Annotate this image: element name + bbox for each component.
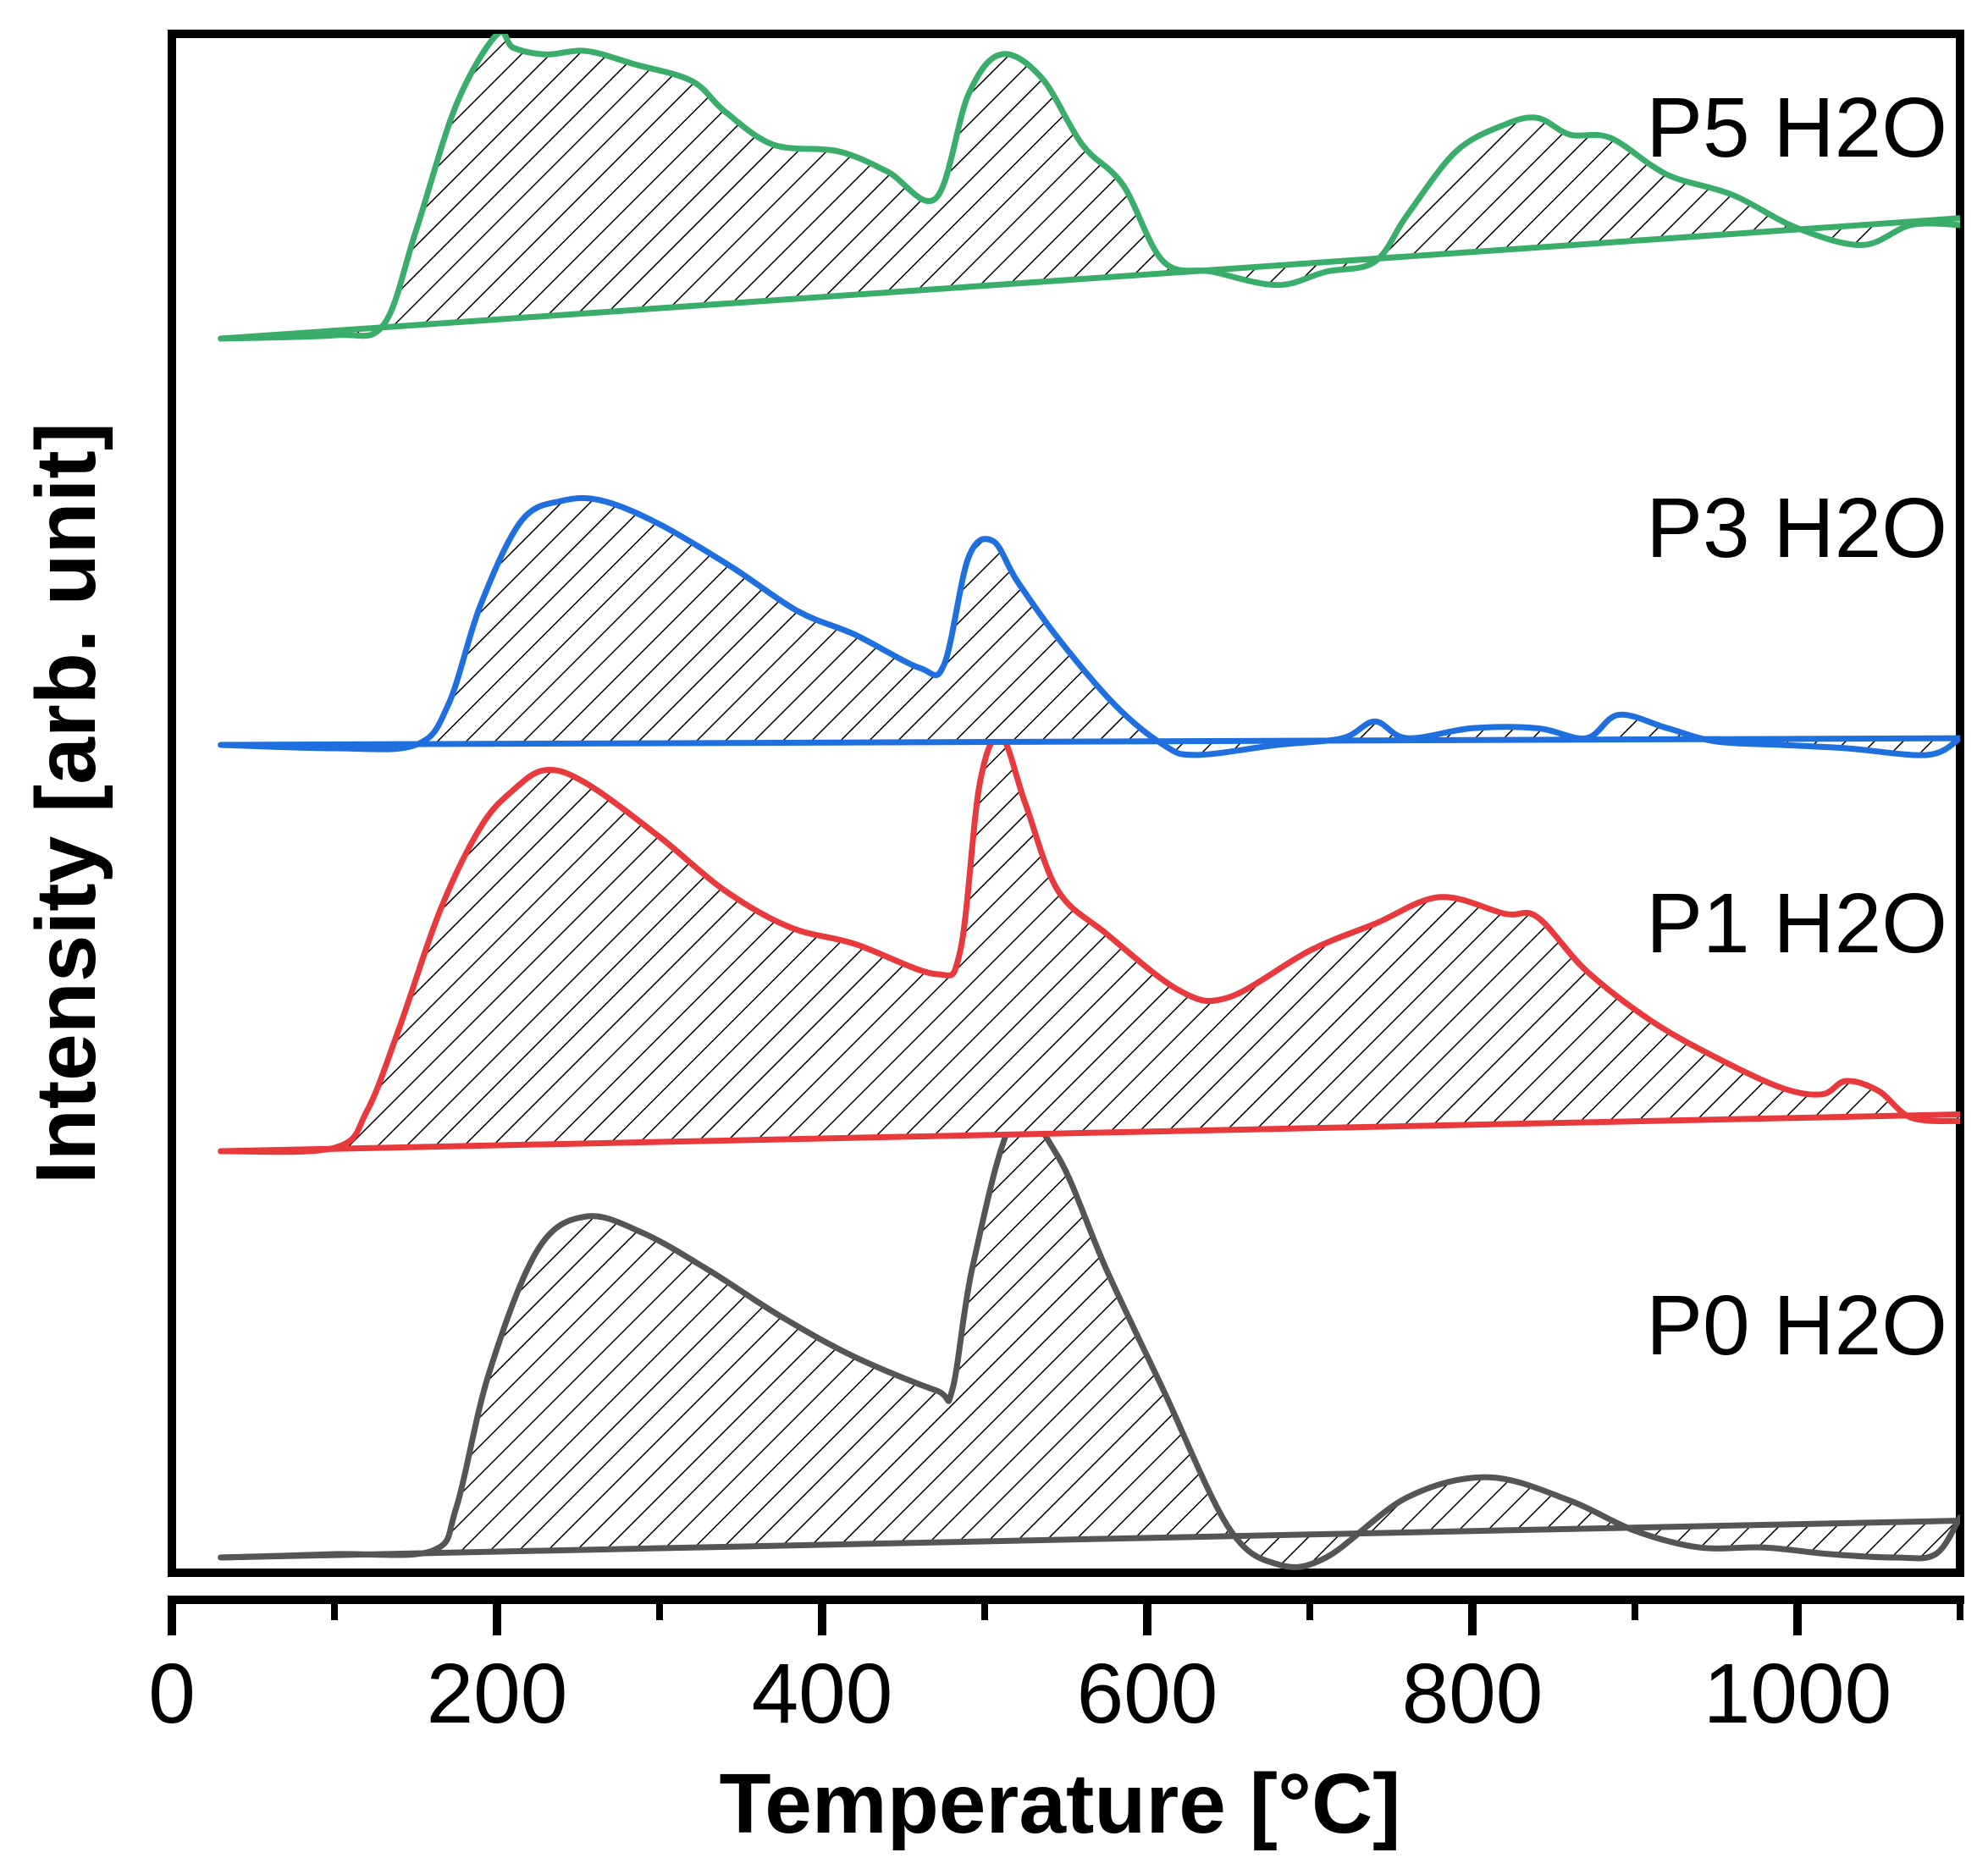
series-hatch-p1-h2o xyxy=(220,736,1960,1152)
series-line-p3-h2o xyxy=(218,494,1960,758)
series-hatch-p0-h2o xyxy=(220,1114,1960,1568)
x-tick-label: 800 xyxy=(1402,1646,1543,1741)
series-label-p5-h2o: P5 H2O xyxy=(1646,80,1947,175)
series-label-p3-h2o: P3 H2O xyxy=(1646,481,1947,576)
series-line-p5-h2o xyxy=(218,34,1960,342)
x-tick-label: 1000 xyxy=(1704,1646,1891,1741)
x-tick-label: 200 xyxy=(427,1646,568,1741)
y-axis-title: Intensity [arb. unit] xyxy=(19,422,113,1184)
series-baseline-p5-h2o xyxy=(220,215,1960,342)
series-hatch-p3-h2o xyxy=(220,498,1960,756)
series-layer xyxy=(218,34,1960,1570)
series-baseline-p1-h2o xyxy=(220,1111,1960,1155)
series-hatch-p5-h2o xyxy=(220,34,1960,339)
x-tick-label: 0 xyxy=(148,1646,196,1741)
series-baseline-p0-h2o xyxy=(220,1518,1960,1561)
series-label-p1-h2o: P1 H2O xyxy=(1646,876,1947,971)
x-axis-title: Temperature [°C] xyxy=(720,1756,1401,1851)
series-label-p0-h2o: P0 H2O xyxy=(1646,1278,1947,1373)
x-axis: 0 200 400 600 800 1000 xyxy=(148,1596,1964,1741)
x-tick-label: 400 xyxy=(752,1646,893,1741)
series-line-p1-h2o xyxy=(218,733,1960,1155)
series-baseline-p3-h2o xyxy=(220,735,1960,748)
x-tick-label: 600 xyxy=(1077,1646,1218,1741)
